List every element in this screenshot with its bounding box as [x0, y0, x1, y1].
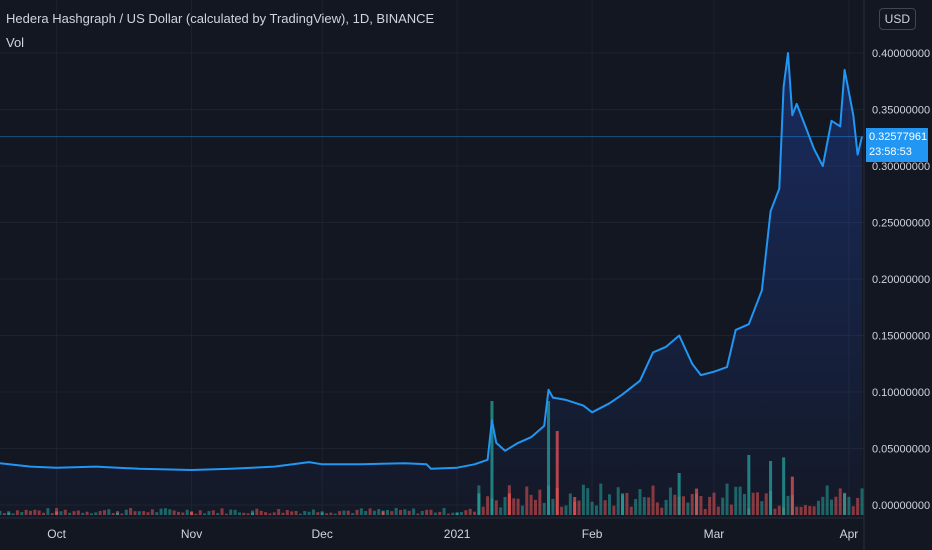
price-axis[interactable]: 0.00000000 0.05000000 0.10000000 0.15000000…	[863, 0, 930, 550]
y-tick-label: 0.00000000	[872, 500, 930, 512]
y-tick-label: 0.25000000	[872, 218, 930, 230]
last-price-value: 0.32577961	[869, 131, 928, 143]
x-tick-label: Dec	[311, 527, 332, 541]
volume-label: Vol	[6, 35, 25, 50]
price-area-fill	[0, 53, 862, 518]
countdown-timer: 23:58:53	[869, 146, 912, 158]
y-tick-label: 0.20000000	[872, 274, 930, 286]
y-tick-label: 0.15000000	[872, 331, 930, 343]
price-area	[0, 53, 862, 518]
y-tick-label: 0.30000000	[872, 161, 930, 173]
currency-button[interactable]: USD	[878, 8, 916, 30]
x-tick-label: 2021	[444, 527, 471, 541]
y-tick-label: 0.05000000	[872, 444, 930, 456]
y-tick-label: 0.10000000	[872, 387, 930, 399]
x-tick-label: Mar	[704, 527, 725, 541]
price-series-line	[0, 52, 863, 471]
chart-title: Hedera Hashgraph / US Dollar (calculated…	[6, 11, 435, 26]
last-price-tag: 0.32577961 23:58:53	[866, 128, 928, 162]
x-tick-label: Nov	[181, 527, 202, 541]
y-tick-label: 0.35000000	[872, 105, 930, 117]
x-tick-label: Apr	[840, 527, 859, 541]
time-axis[interactable]: Oct Nov Dec 2021 Feb Mar Apr	[0, 517, 864, 541]
y-tick-label: 0.40000000	[872, 48, 930, 60]
x-tick-label: Feb	[582, 527, 603, 541]
x-tick-label: Oct	[47, 527, 66, 541]
price-line	[0, 52, 863, 471]
